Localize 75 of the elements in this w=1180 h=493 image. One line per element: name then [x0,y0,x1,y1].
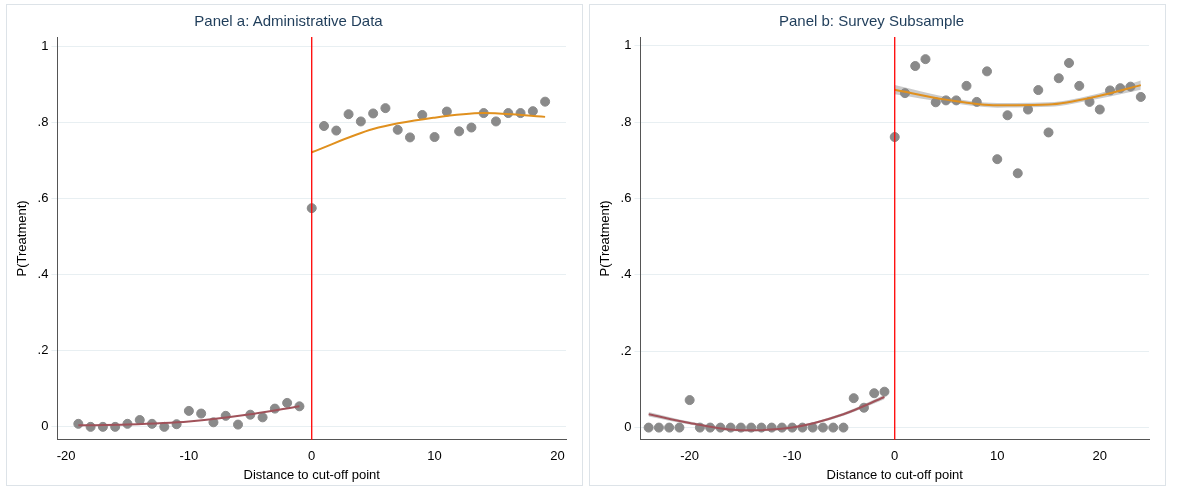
point [684,395,695,406]
x-axis-title: Distance to cut-off point [243,466,381,482]
x-tick-label: -10 [179,448,199,464]
point [807,422,818,433]
point [1002,110,1013,121]
x-tick-label: 10 [990,448,1005,464]
point [653,422,664,433]
point [961,80,972,91]
point [380,103,391,114]
point [910,61,921,72]
y-tick-label: .8 [620,113,632,129]
point [817,422,828,433]
point [183,405,194,416]
point [319,121,330,131]
y-axis-title: P(Treatment) [14,200,30,277]
point [429,132,440,143]
point [674,422,685,433]
point [930,97,941,108]
y-tick-label: .6 [37,190,49,206]
point [664,422,675,433]
y-tick-label: .4 [620,266,632,282]
y-tick-label: .2 [37,342,49,358]
point [196,408,207,419]
point [368,108,379,119]
point [1033,85,1044,96]
chart-title: Panel b: Survey Subsample [778,12,965,30]
x-tick-label: 20 [550,448,565,464]
point [441,106,452,117]
point [992,154,1003,165]
point [1074,80,1085,91]
point [331,125,342,136]
point [257,412,268,423]
point [404,132,415,143]
x-tick-label: -10 [782,448,802,464]
point [1064,57,1075,68]
point [1053,73,1064,84]
x-tick-label: 0 [308,448,316,464]
x-tick-label: -20 [680,448,700,464]
y-tick-label: .6 [620,190,632,206]
y-tick-label: .8 [37,114,49,130]
y-tick-label: .2 [620,342,632,358]
point [920,54,931,65]
point [838,422,849,433]
chart-title: Panel a: Administrative Data [194,12,384,30]
y-tick-label: 0 [41,418,49,434]
point [879,386,890,397]
point [417,109,428,120]
x-tick-label: -20 [56,448,76,464]
x-tick-label: 0 [891,448,899,464]
x-tick-label: 20 [1092,448,1108,464]
x-tick-label: 10 [427,448,442,464]
point [233,419,244,430]
point [982,66,992,77]
y-axis-title: P(Treatment) [597,200,613,277]
point [392,124,403,135]
y-tick-label: 0 [624,419,632,435]
point [454,126,465,137]
point [1012,168,1023,179]
y-tick-label: 1 [41,38,49,54]
y-tick-label: .4 [37,266,49,282]
point [828,422,839,433]
point [1043,127,1054,138]
point [643,422,654,433]
point [490,116,501,127]
x-axis-title: Distance to cut-off point [826,466,964,482]
point [355,116,366,127]
point [282,397,293,408]
y-tick-label: 1 [624,37,632,53]
point [343,109,354,120]
point [1094,104,1105,115]
point [848,393,859,404]
point [1135,91,1146,102]
point [869,388,880,399]
point [466,122,477,133]
point [540,96,551,107]
